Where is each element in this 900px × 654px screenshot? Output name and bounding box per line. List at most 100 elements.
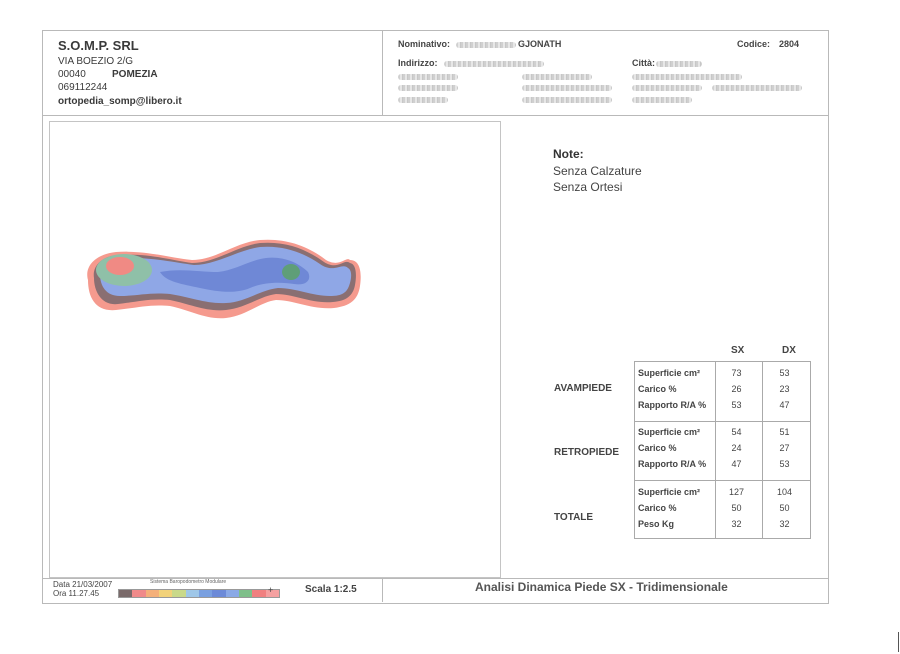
table-row: Rapporto R/A % 47 53: [635, 456, 810, 472]
table-row: Superficie cm² 73 53: [635, 365, 810, 381]
note-line: Senza Calzature: [553, 164, 642, 178]
company-block: S.O.M.P. SRL VIA BOEZIO 2/G 00040 POMEZI…: [42, 30, 383, 115]
row-metric: Superficie cm²: [638, 427, 701, 437]
notes-title: Note:: [553, 147, 584, 161]
table-row: Superficie cm² 54 51: [635, 424, 810, 440]
table-row: Carico % 50 50: [635, 500, 810, 516]
section-retropiede: RETROPIEDE: [554, 447, 620, 458]
color-swatch: [132, 590, 146, 597]
header-divider: [42, 115, 828, 116]
pressure-zone-heel: [282, 264, 300, 280]
row-sx: 53: [731, 400, 742, 410]
table-divider: [635, 480, 810, 481]
row-metric: Carico %: [638, 384, 677, 394]
color-swatch: [172, 590, 186, 597]
row-dx: 47: [779, 400, 790, 410]
table-row: Carico % 26 23: [635, 381, 810, 397]
redacted-address: [444, 61, 544, 67]
color-swatch: [145, 590, 159, 597]
row-dx: 32: [779, 519, 790, 529]
column-sx: SX: [731, 345, 745, 356]
row-sx: 32: [731, 519, 742, 529]
table-row: Peso Kg 32 32: [635, 516, 810, 532]
redacted-city: [656, 61, 702, 67]
color-swatch: [119, 590, 133, 597]
note-line: Senza Ortesi: [553, 180, 623, 194]
row-dx: 53: [779, 368, 790, 378]
codice-label: Codice:: [737, 39, 771, 49]
scale-plus: +: [268, 585, 274, 595]
indirizzo-label: Indirizzo:: [398, 58, 438, 68]
redacted-field: [632, 74, 742, 80]
row-dx: 104: [776, 487, 793, 497]
color-swatch: [238, 590, 253, 597]
footer-scale: Scala 1:2.5: [305, 584, 357, 595]
table-divider: [762, 362, 763, 538]
pressure-zone-inner: [160, 257, 310, 292]
margin-mark: [898, 632, 899, 652]
redacted-field: [712, 85, 802, 91]
codice-value: 2804: [779, 39, 800, 49]
pressure-hotspot: [106, 257, 134, 275]
redacted-field: [398, 97, 448, 103]
company-phone: 069112244: [58, 82, 108, 93]
color-swatch: [212, 590, 226, 597]
row-metric: Superficie cm²: [638, 368, 701, 378]
redacted-field: [522, 97, 612, 103]
redacted-field: [632, 97, 692, 103]
report-sheet: [42, 30, 829, 604]
color-swatch: [158, 590, 173, 597]
color-swatch: [185, 590, 199, 597]
company-address: VIA BOEZIO 2/G: [58, 56, 134, 67]
citta-label: Città:: [632, 58, 655, 68]
redacted-field: [632, 85, 702, 91]
section-avampiede: AVAMPIEDE: [554, 383, 612, 394]
row-metric: Peso Kg: [638, 519, 675, 529]
row-metric: Carico %: [638, 503, 677, 513]
row-dx: 23: [779, 384, 790, 394]
section-totale: TOTALE: [554, 512, 594, 523]
footer-divider: [42, 578, 828, 579]
row-dx: 27: [779, 443, 790, 453]
footer-time: Ora 11.27.45: [53, 589, 100, 598]
nominativo-value: GJONATH: [518, 39, 562, 49]
report-title: Analisi Dinamica Piede SX - Tridimension…: [475, 580, 728, 594]
redacted-field: [398, 85, 458, 91]
column-dx: DX: [782, 345, 796, 356]
nominativo-label: Nominativo:: [398, 39, 451, 49]
row-sx: 54: [731, 427, 742, 437]
company-city: POMEZIA: [112, 69, 158, 80]
row-metric: Carico %: [638, 443, 677, 453]
row-dx: 51: [779, 427, 790, 437]
redacted-name: [456, 42, 516, 48]
foot-pressure-map: [87, 239, 361, 319]
redacted-field: [522, 74, 592, 80]
color-swatch: [225, 590, 239, 597]
footer-date: Data 21/03/2007: [53, 580, 113, 589]
row-sx: 26: [731, 384, 742, 394]
table-row: Superficie cm² 127 104: [635, 484, 810, 500]
pressure-map-panel: [49, 121, 501, 578]
table-row: Rapporto R/A % 53 47: [635, 397, 810, 413]
company-email: ortopedia_somp@libero.it: [58, 96, 182, 107]
row-sx: 47: [731, 459, 742, 469]
company-cap: 00040: [58, 69, 86, 80]
row-metric: Rapporto R/A %: [638, 400, 707, 410]
row-sx: 24: [731, 443, 742, 453]
row-metric: Superficie cm²: [638, 487, 701, 497]
row-sx: 127: [728, 487, 745, 497]
color-swatch: [252, 590, 266, 597]
table-divider: [635, 421, 810, 422]
row-dx: 50: [779, 503, 790, 513]
pressure-color-scale: [118, 589, 280, 598]
row-sx: 73: [731, 368, 742, 378]
table-row: Carico % 24 27: [635, 440, 810, 456]
footer-system-label: Sistema Baropodometro Modulare: [150, 579, 227, 585]
redacted-field: [398, 74, 458, 80]
row-sx: 50: [731, 503, 742, 513]
table-divider: [715, 362, 716, 538]
row-metric: Rapporto R/A %: [638, 459, 707, 469]
measurements-table: Superficie cm² 73 53 Carico % 26 23 Rapp…: [634, 361, 811, 539]
company-name: S.O.M.P. SRL: [58, 38, 139, 53]
color-swatch: [198, 590, 213, 597]
